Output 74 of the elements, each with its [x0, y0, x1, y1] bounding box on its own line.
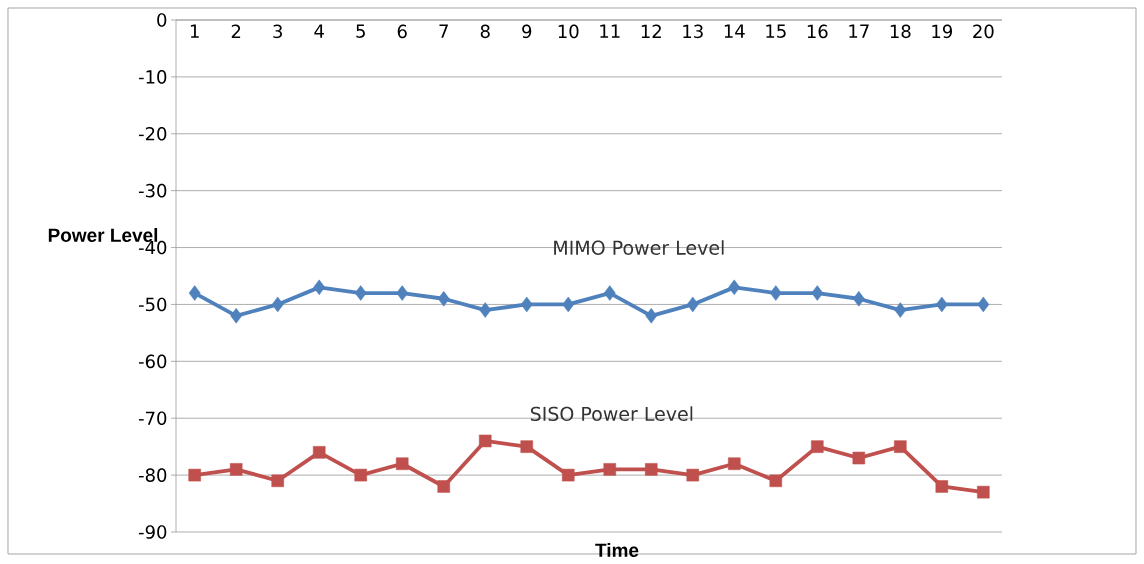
x-tick-label: 10: [558, 24, 579, 39]
x-tick-label: 19: [932, 24, 953, 39]
point: [645, 463, 658, 476]
series-label: MIMO Power Level: [554, 240, 724, 255]
point: [728, 457, 741, 470]
x-tick-label: 4: [314, 24, 324, 38]
point: [894, 440, 907, 453]
x-tick-label: 8: [480, 24, 490, 39]
point: [686, 468, 700, 482]
x-tick-label: 15: [766, 24, 786, 38]
x-tick-label: 13: [683, 24, 703, 39]
point: [396, 285, 409, 301]
x-tick-label: 5: [356, 24, 365, 38]
point: [478, 434, 492, 448]
y-tick-label: -70: [138, 411, 167, 426]
x-tick-label: 1: [190, 24, 199, 38]
point: [437, 291, 450, 307]
point: [271, 474, 284, 488]
y-axis-title: Power Level: [48, 228, 158, 242]
point: [977, 296, 990, 313]
x-axis-title: Time: [595, 543, 639, 557]
x-tick-label: 14: [724, 24, 745, 38]
point: [645, 308, 658, 324]
point: [977, 485, 990, 499]
point: [686, 296, 699, 313]
point: [437, 480, 450, 493]
point: [811, 285, 824, 301]
point: [312, 446, 326, 459]
x-tick-label: 3: [273, 24, 282, 39]
x-tick-label: 6: [397, 24, 407, 39]
x-tick-label: 7: [439, 24, 448, 38]
x-tick-label: 20: [973, 24, 994, 39]
point: [230, 308, 243, 324]
y-tick-label: -40: [138, 240, 167, 255]
x-tick-label: 17: [849, 24, 869, 38]
point: [603, 285, 616, 301]
x-tick-label: 9: [522, 24, 532, 39]
x-tick-label: 16: [807, 24, 828, 39]
y-tick-label: -20: [138, 126, 167, 141]
point: [354, 285, 367, 301]
point: [852, 451, 866, 465]
y-tick-label: -90: [138, 525, 167, 539]
x-tick-label: 18: [890, 24, 911, 39]
x-tick-label: 11: [600, 24, 620, 38]
point: [188, 468, 201, 482]
point: [811, 440, 824, 453]
x-tick-label: 2: [231, 24, 241, 38]
point: [562, 468, 575, 482]
series-label: SISO Power Level: [530, 406, 693, 422]
point: [935, 296, 948, 313]
point: [479, 302, 492, 318]
point: [313, 279, 326, 296]
point: [562, 296, 575, 313]
point: [354, 468, 367, 482]
y-tick-label: -30: [138, 183, 167, 198]
point: [769, 474, 783, 488]
point: [520, 440, 533, 453]
point: [852, 291, 865, 307]
y-tick-label: -10: [138, 70, 167, 84]
point: [728, 279, 741, 296]
y-tick-label: -50: [138, 297, 167, 312]
point: [271, 296, 284, 313]
y-tick-label: -80: [138, 468, 167, 482]
y-tick-label: 0: [157, 13, 167, 27]
y-tick-label: -60: [138, 354, 167, 369]
point: [395, 457, 409, 470]
point: [520, 296, 533, 313]
point: [769, 285, 782, 301]
point: [229, 463, 243, 476]
point: [894, 302, 907, 318]
point: [603, 463, 617, 476]
x-tick-label: 12: [641, 24, 661, 38]
point: [935, 480, 949, 493]
point: [188, 285, 201, 301]
